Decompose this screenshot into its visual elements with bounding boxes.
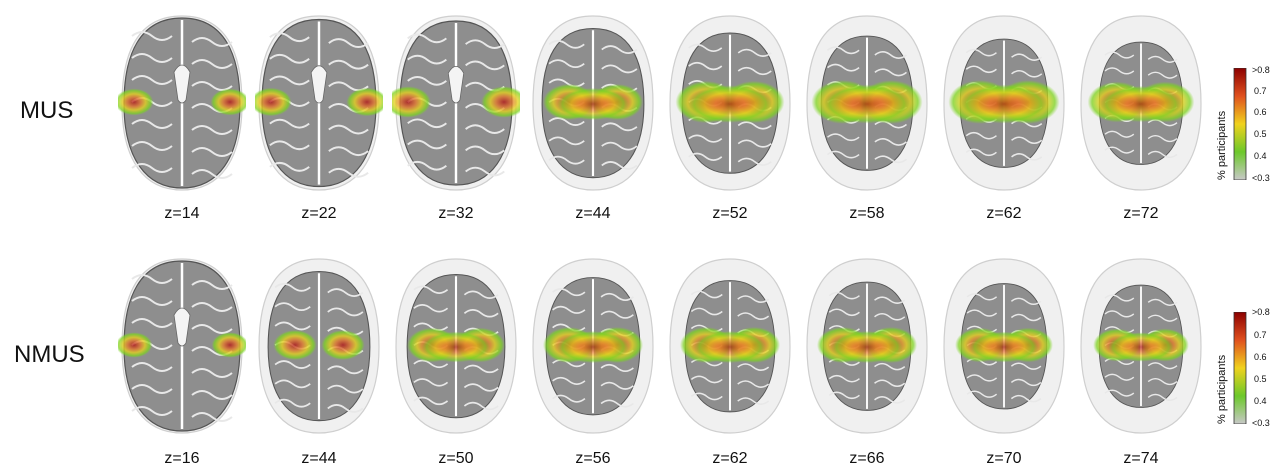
- brain-slice-image: [114, 12, 250, 194]
- brain-slice-image: [392, 255, 520, 437]
- cb-tick: 0.6: [1254, 352, 1267, 362]
- brain-slice-image: [940, 12, 1068, 194]
- brain-slice-image: [529, 255, 657, 437]
- slice-z-label: z=50: [438, 450, 474, 467]
- slice-z-label: z=70: [986, 450, 1022, 467]
- brain-slice-image: [529, 12, 657, 194]
- brain-slice-image: [666, 12, 794, 194]
- cb-tick: 0.7: [1254, 86, 1267, 96]
- brain-slice-image: [666, 255, 794, 437]
- cb-tick: >0.8: [1252, 307, 1270, 317]
- cb-tick: 0.7: [1254, 330, 1267, 340]
- brain-slice-image: [803, 255, 931, 437]
- row-label-mus: MUS: [20, 97, 74, 124]
- slice-z-label: z=62: [986, 205, 1022, 222]
- cb-tick: 0.4: [1254, 396, 1267, 406]
- brain-slice-image: [115, 255, 249, 437]
- colorbar-title-nmus: % participants: [1216, 354, 1228, 424]
- row-label-nmus: NMUS: [14, 341, 85, 368]
- slice-z-label: z=52: [712, 205, 748, 222]
- slice-z-label: z=72: [1123, 205, 1159, 222]
- cb-tick: 0.4: [1254, 151, 1267, 161]
- slice-z-label: z=58: [849, 205, 885, 222]
- colorbar-title-mus: % participants: [1216, 110, 1228, 180]
- slice-z-label: z=56: [575, 450, 611, 467]
- cb-tick: <0.3: [1252, 173, 1270, 183]
- slice-z-label: z=44: [575, 205, 611, 222]
- colorbar-gradient-nmus: [1233, 312, 1247, 424]
- slice-z-label: z=62: [712, 450, 748, 467]
- slice-z-label: z=44: [301, 450, 337, 467]
- brain-slice-image: [385, 12, 527, 194]
- slice-z-label: z=66: [849, 450, 885, 467]
- slice-z-label: z=32: [438, 205, 474, 222]
- slice-z-label: z=74: [1123, 450, 1159, 467]
- slice-z-label: z=14: [164, 205, 200, 222]
- colorbar-gradient-mus: [1233, 68, 1247, 180]
- brain-slice-image: [255, 255, 383, 437]
- cb-tick: <0.3: [1252, 418, 1270, 428]
- brain-slice-image: [250, 12, 388, 194]
- cb-tick: 0.5: [1254, 374, 1267, 384]
- cb-tick: 0.6: [1254, 107, 1267, 117]
- brain-slice-image: [940, 255, 1068, 437]
- slice-z-label: z=22: [301, 205, 337, 222]
- brain-slice-image: [1077, 12, 1205, 194]
- slice-z-label: z=16: [164, 450, 200, 467]
- cb-tick: 0.5: [1254, 129, 1267, 139]
- brain-slice-image: [803, 12, 931, 194]
- brain-slice-image: [1077, 255, 1205, 437]
- cb-tick: >0.8: [1252, 65, 1270, 75]
